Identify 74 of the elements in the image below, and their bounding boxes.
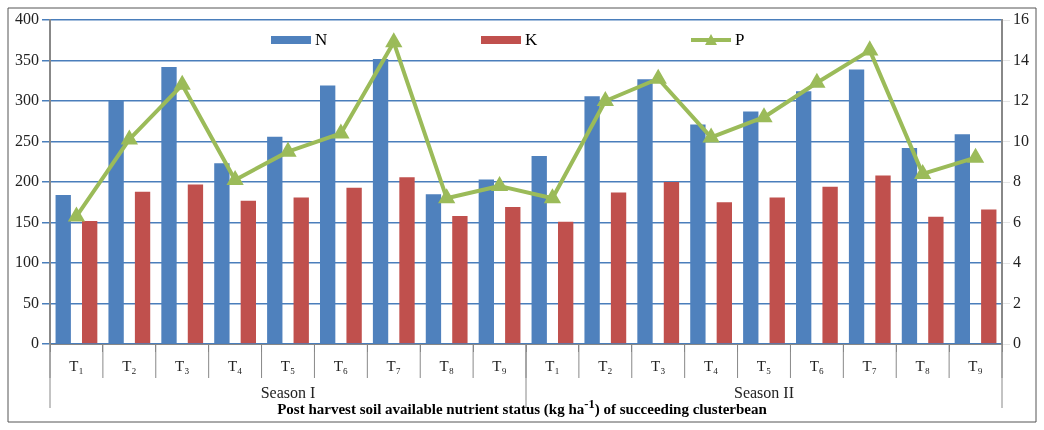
y2-tick-label: 14 <box>1013 50 1029 68</box>
point <box>967 147 984 163</box>
point <box>439 190 454 204</box>
bar <box>346 187 362 344</box>
point <box>386 34 401 48</box>
point <box>598 93 613 106</box>
point <box>703 129 719 143</box>
x-tick-label: T₄ <box>703 357 719 374</box>
legend-label: N <box>315 30 328 50</box>
point <box>651 68 667 84</box>
y-tick-label: 400 <box>15 10 39 28</box>
bar <box>187 184 204 344</box>
point <box>227 171 243 185</box>
bar <box>875 175 891 344</box>
point <box>69 208 84 222</box>
y2-tick-label: 12 <box>1013 91 1029 109</box>
x-tick-label: T₃ <box>175 357 190 374</box>
y-tick-label: 350 <box>15 50 39 68</box>
y-tick-label: 100 <box>15 253 39 271</box>
point <box>333 125 349 139</box>
x-tick-label: T₉ <box>968 357 983 374</box>
y-tick-label: 200 <box>15 172 39 190</box>
point <box>122 131 137 145</box>
point <box>809 72 826 88</box>
y-tick-label: 50 <box>23 293 39 311</box>
bar <box>452 216 468 344</box>
x-tick-label: T₅ <box>280 357 296 374</box>
x-tick-label: T₁ <box>69 357 84 374</box>
x-tick-label: T₄ <box>227 357 243 374</box>
y2-tick-label: 6 <box>1013 212 1021 230</box>
x-tick-label: T₃ <box>651 357 666 374</box>
bar <box>928 216 944 344</box>
y-tick-label: 250 <box>15 131 39 149</box>
bar <box>558 221 574 344</box>
y-tick-label: 300 <box>15 91 39 109</box>
x-tick-label: T₆ <box>809 357 825 374</box>
point <box>545 190 560 204</box>
x-tick-label: T₂ <box>122 357 137 374</box>
y-tick-label: 150 <box>15 212 39 230</box>
x-tick-label: T₇ <box>862 357 877 374</box>
x-tick-label: T₈ <box>439 357 454 374</box>
bar <box>610 192 627 344</box>
bar <box>134 191 151 344</box>
bar <box>82 220 98 344</box>
legend-label: K <box>525 30 538 50</box>
x-tick-label: T₈ <box>915 357 930 374</box>
y2-tick-label: 16 <box>1013 10 1029 28</box>
point <box>915 165 930 179</box>
point <box>280 141 297 157</box>
bar <box>240 200 256 344</box>
point <box>862 42 877 56</box>
x-tick-label: T₆ <box>333 357 349 374</box>
bar <box>663 182 680 344</box>
y2-tick-label: 0 <box>1013 334 1021 352</box>
point <box>756 109 772 123</box>
x-tick-label: T₉ <box>492 357 507 374</box>
x-tick-label: T₇ <box>386 357 401 374</box>
bar <box>769 197 785 344</box>
y2-tick-label: 8 <box>1013 172 1021 190</box>
y2-tick-label: 4 <box>1013 253 1021 271</box>
y-tick-label: 0 <box>31 334 39 352</box>
y2-tick-label: 2 <box>1013 293 1021 311</box>
x-tick-label: T₁ <box>545 357 560 374</box>
bar <box>981 209 997 344</box>
x-tick-label: T₅ <box>756 357 772 374</box>
point <box>492 178 507 192</box>
legend-label: P <box>735 30 745 50</box>
x-tick-label: T₂ <box>598 357 613 374</box>
bar <box>505 207 521 344</box>
y2-tick-label: 10 <box>1013 131 1029 149</box>
bar <box>293 197 309 344</box>
bar <box>399 177 415 344</box>
bar <box>822 186 838 344</box>
bar <box>716 202 732 344</box>
